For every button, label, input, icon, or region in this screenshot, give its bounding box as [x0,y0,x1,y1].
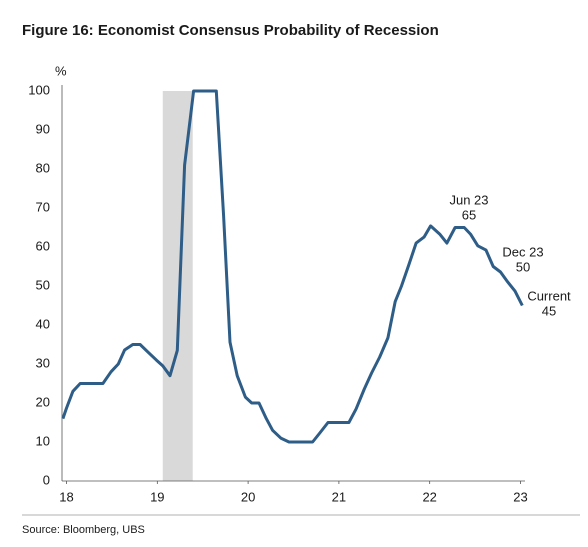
annotation-value: 45 [542,303,556,318]
y-tick-label: 80 [36,160,50,175]
series-line [61,89,524,444]
y-tick-label: 60 [36,238,50,253]
annotation-label: Current [527,288,571,303]
x-tick-label: 19 [150,489,164,504]
chart-title: Figure 16: Economist Consensus Probabili… [22,22,439,39]
y-tick-label: 100 [28,82,50,97]
y-tick-label: 90 [36,121,50,136]
recession-shade [162,91,193,481]
y-tick-label: 50 [36,277,50,292]
x-tick-label: 18 [59,489,73,504]
x-tick-label: 23 [513,489,527,504]
x-tick-label: 20 [241,489,255,504]
annotation-value: 50 [516,259,530,274]
annotation-label: Jun 23 [449,192,488,207]
y-tick-label: 40 [36,316,50,331]
y-tick-label: 70 [36,199,50,214]
y-tick-label: 20 [36,394,50,409]
y-tick-label: 30 [36,355,50,370]
x-tick-label: 21 [332,489,346,504]
annotation-label: Dec 23 [502,244,543,259]
y-tick-label: 10 [36,433,50,448]
y-tick-label: 0 [43,472,50,487]
annotation-value: 65 [462,207,476,222]
y-axis-label: % [55,63,67,78]
x-tick-label: 22 [422,489,436,504]
source: Source: Bloomberg, UBS [22,524,145,536]
